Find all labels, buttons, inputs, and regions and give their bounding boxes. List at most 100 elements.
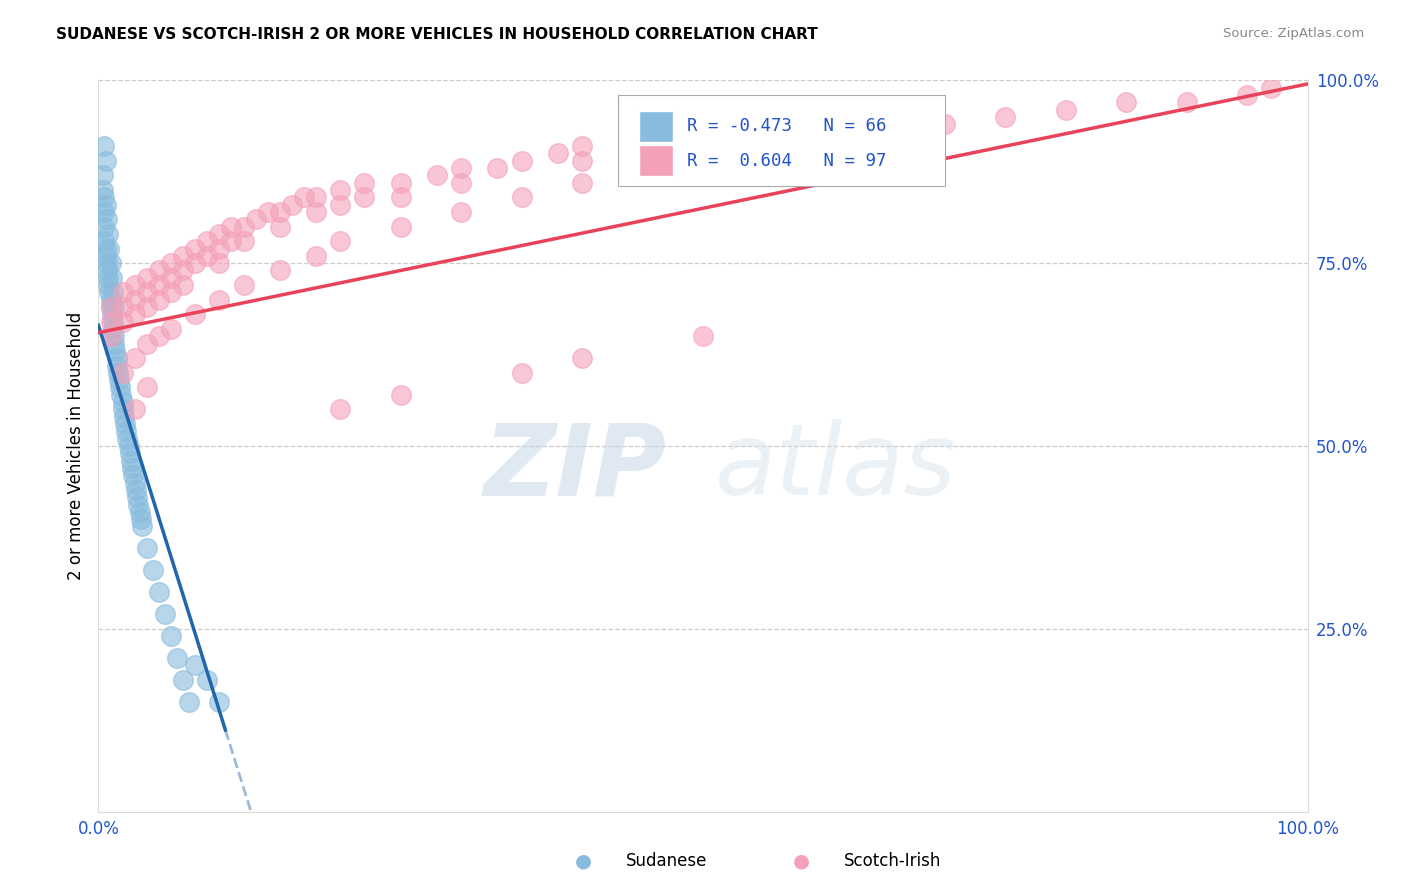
Point bbox=[208, 227, 231, 241]
Point bbox=[692, 329, 714, 343]
Point bbox=[160, 629, 183, 643]
Point bbox=[184, 658, 207, 673]
Point bbox=[124, 402, 146, 417]
Point bbox=[329, 197, 352, 211]
Point bbox=[389, 219, 412, 234]
Point bbox=[107, 366, 129, 380]
Point bbox=[510, 190, 533, 204]
Point bbox=[97, 270, 120, 285]
Point bbox=[813, 139, 835, 153]
Text: R =  0.604   N = 97: R = 0.604 N = 97 bbox=[688, 152, 887, 169]
Point bbox=[571, 153, 593, 168]
Point bbox=[97, 227, 120, 241]
Point bbox=[127, 498, 149, 512]
Point bbox=[208, 695, 231, 709]
Point bbox=[148, 585, 170, 599]
Point bbox=[93, 219, 115, 234]
Point bbox=[232, 234, 254, 248]
Point bbox=[692, 132, 714, 146]
Point bbox=[281, 197, 304, 211]
Point bbox=[166, 651, 188, 665]
Point bbox=[111, 285, 134, 300]
Point bbox=[142, 563, 165, 577]
Point bbox=[450, 161, 472, 175]
Point bbox=[305, 190, 328, 204]
Y-axis label: 2 or more Vehicles in Household: 2 or more Vehicles in Household bbox=[66, 312, 84, 580]
Point bbox=[292, 190, 315, 204]
Point bbox=[329, 402, 352, 417]
Point bbox=[112, 409, 135, 424]
Point bbox=[353, 190, 375, 204]
Point bbox=[100, 256, 122, 270]
Point bbox=[269, 219, 291, 234]
Point bbox=[131, 519, 153, 533]
Point bbox=[100, 307, 122, 321]
Point bbox=[96, 263, 118, 277]
Point bbox=[111, 300, 134, 314]
Point bbox=[97, 278, 120, 293]
Point bbox=[124, 351, 146, 366]
Point bbox=[148, 278, 170, 293]
Text: SUDANESE VS SCOTCH-IRISH 2 OR MORE VEHICLES IN HOUSEHOLD CORRELATION CHART: SUDANESE VS SCOTCH-IRISH 2 OR MORE VEHIC… bbox=[56, 27, 818, 42]
Text: R = -0.473   N = 66: R = -0.473 N = 66 bbox=[688, 118, 887, 136]
Point bbox=[692, 161, 714, 175]
Point bbox=[547, 146, 569, 161]
Point bbox=[101, 322, 124, 336]
Point bbox=[96, 212, 118, 227]
Point bbox=[752, 153, 775, 168]
Point bbox=[172, 249, 194, 263]
Point bbox=[184, 242, 207, 256]
Text: Sudanese: Sudanese bbox=[626, 852, 707, 870]
Point bbox=[631, 139, 654, 153]
Point bbox=[118, 446, 141, 460]
Point bbox=[148, 263, 170, 277]
Point bbox=[1054, 103, 1077, 117]
Point bbox=[91, 169, 114, 183]
Point bbox=[389, 388, 412, 402]
Point bbox=[135, 300, 157, 314]
Point bbox=[100, 329, 122, 343]
Point bbox=[329, 183, 352, 197]
Point bbox=[94, 242, 117, 256]
Point bbox=[160, 270, 183, 285]
Point bbox=[93, 139, 115, 153]
Point bbox=[100, 315, 122, 329]
Point bbox=[269, 263, 291, 277]
Point bbox=[103, 300, 125, 314]
Point bbox=[752, 146, 775, 161]
Point bbox=[269, 205, 291, 219]
Text: ZIP: ZIP bbox=[484, 419, 666, 516]
Point bbox=[208, 242, 231, 256]
Point bbox=[195, 249, 218, 263]
Point bbox=[305, 205, 328, 219]
Point bbox=[426, 169, 449, 183]
Point bbox=[105, 359, 128, 373]
Point bbox=[122, 468, 145, 483]
Point bbox=[100, 293, 122, 307]
Point bbox=[108, 380, 131, 394]
Point bbox=[104, 343, 127, 358]
Point bbox=[94, 249, 117, 263]
Point bbox=[110, 388, 132, 402]
Point bbox=[98, 242, 121, 256]
Point bbox=[148, 329, 170, 343]
Point bbox=[510, 366, 533, 380]
Point bbox=[232, 278, 254, 293]
Point bbox=[91, 183, 114, 197]
Point bbox=[195, 234, 218, 248]
Point bbox=[486, 161, 509, 175]
Point bbox=[813, 124, 835, 138]
Point bbox=[115, 425, 138, 439]
Point bbox=[160, 285, 183, 300]
Point bbox=[245, 212, 267, 227]
Point bbox=[118, 439, 141, 453]
Point bbox=[353, 176, 375, 190]
Point bbox=[160, 322, 183, 336]
Point bbox=[873, 139, 896, 153]
Point bbox=[100, 300, 122, 314]
Point bbox=[124, 278, 146, 293]
Point bbox=[135, 336, 157, 351]
Point bbox=[93, 205, 115, 219]
Point bbox=[208, 293, 231, 307]
Point bbox=[450, 205, 472, 219]
